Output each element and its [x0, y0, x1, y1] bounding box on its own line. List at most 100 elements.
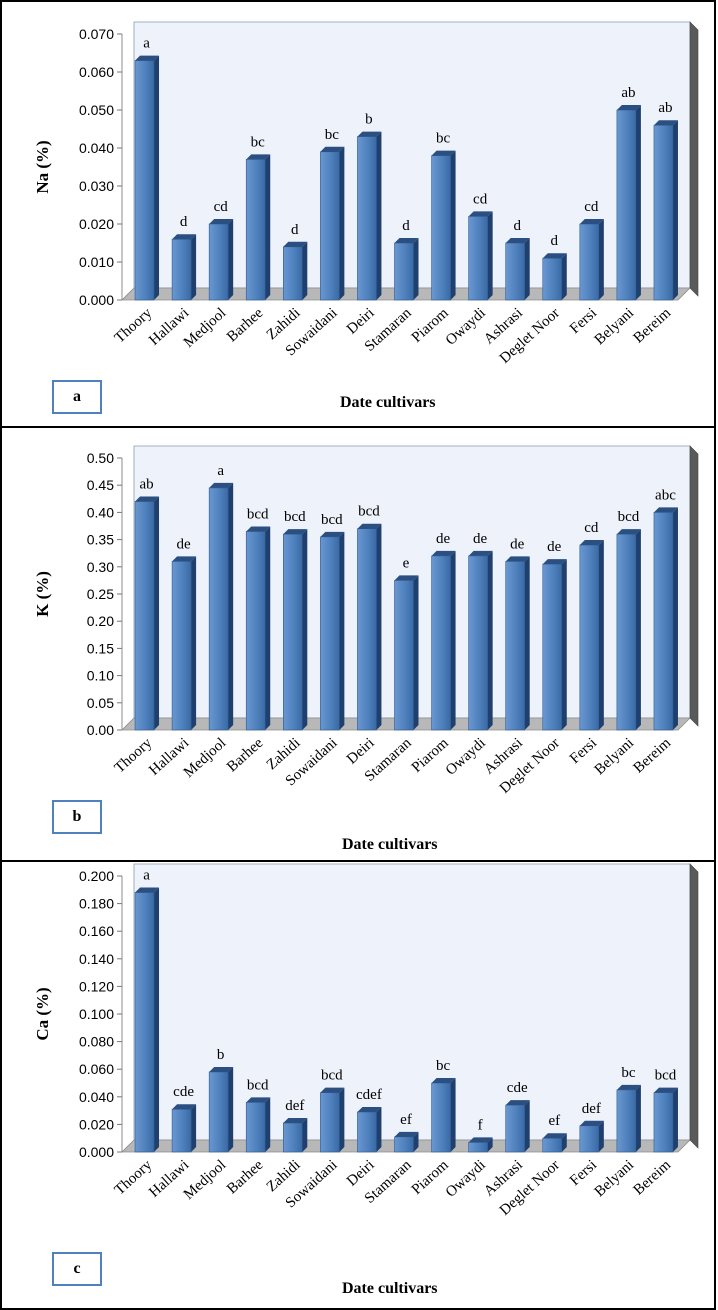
bar	[245, 526, 271, 731]
bar-top	[357, 1106, 382, 1112]
bar	[542, 1133, 567, 1153]
y-tick-label: 0.010	[79, 254, 114, 270]
panel-label-a: a	[52, 380, 102, 414]
bar-top	[653, 120, 678, 126]
significance-letter: bcd	[655, 1068, 677, 1084]
bar-side	[487, 1137, 493, 1152]
bar-front	[542, 1137, 563, 1153]
significance-letter: ab	[621, 85, 635, 101]
y-tick-label: 0.25	[87, 586, 114, 602]
y-tick-label: 0.040	[79, 140, 114, 156]
bar	[653, 1087, 678, 1153]
bar-front	[505, 561, 526, 731]
bar-front	[431, 1082, 451, 1153]
bar	[505, 238, 530, 301]
significance-letter: bcd	[358, 504, 380, 520]
y-tick-label: 0.00	[87, 722, 114, 738]
bar	[468, 1137, 493, 1153]
bar	[542, 253, 567, 301]
bar	[320, 531, 345, 731]
bar-front	[320, 151, 340, 301]
bar	[171, 234, 197, 301]
bar	[431, 150, 456, 301]
bar-side	[598, 219, 604, 300]
significance-letter: cd	[473, 191, 488, 207]
bar	[394, 238, 419, 301]
bar	[357, 523, 382, 731]
plot-side-wall	[689, 21, 699, 297]
chart-panel-ca: 0.000 0.020 0.040 0.060 0.080 0.100 0.120 0.140…	[0, 860, 716, 1310]
y-tick-label: 0.000	[79, 292, 114, 308]
bar-front	[208, 223, 229, 301]
bar	[394, 1131, 419, 1153]
category-label: Owaydi	[443, 305, 489, 349]
significance-letter: cd	[214, 199, 229, 215]
bar-front	[208, 487, 229, 731]
y-tick-label: 0.140	[79, 951, 114, 967]
bar	[282, 529, 308, 731]
bar-side	[154, 55, 160, 300]
y-tick-label: 0.30	[87, 559, 114, 575]
bar-front	[282, 1122, 303, 1153]
bar-front	[282, 246, 303, 301]
category-label: Barhee	[224, 1157, 267, 1198]
significance-letter: ef	[548, 1113, 560, 1129]
bar-top	[283, 241, 308, 247]
bar-front	[245, 159, 266, 301]
bar	[431, 550, 456, 731]
bar-top	[209, 1066, 234, 1072]
bar-top	[320, 146, 345, 152]
y-axis-title: Ca (%)	[33, 987, 52, 1040]
bar-side	[450, 1078, 456, 1152]
category-label: Medjool	[181, 1157, 229, 1203]
k-chart: 0.00 0.05 0.10 0.15 0.20 0.25 0.30 0.35 0.40 0.45…	[33, 445, 699, 797]
significance-letter: d	[402, 218, 410, 234]
category-label: Bereim	[631, 1157, 675, 1199]
significance-letter: bcd	[321, 1068, 343, 1084]
significance-letter: ab	[658, 100, 672, 116]
bar-top	[579, 540, 604, 546]
significance-letter: a	[143, 36, 150, 52]
significance-letter: ef	[400, 1112, 412, 1128]
y-tick-label: 0.100	[79, 1006, 114, 1022]
significance-letter: def	[582, 1101, 601, 1117]
y-tick-label: 0.020	[79, 216, 114, 232]
bar	[320, 1087, 345, 1153]
bar-top	[246, 1097, 271, 1103]
bar-top	[542, 253, 567, 259]
bar-side	[561, 1133, 567, 1152]
bar	[505, 556, 530, 731]
y-tick-label: 0.080	[79, 1034, 114, 1050]
bar	[616, 529, 641, 731]
bar-top	[542, 559, 567, 565]
bar-side	[598, 1120, 604, 1152]
bar-side	[672, 1087, 678, 1152]
bar	[320, 146, 345, 301]
category-label: Medjool	[181, 735, 229, 781]
significance-letter: cd	[584, 520, 599, 536]
bar	[282, 1118, 308, 1153]
bar-top	[135, 55, 160, 61]
bar-front	[282, 533, 303, 731]
bar	[394, 575, 419, 731]
bar	[134, 496, 160, 731]
bar-side	[339, 531, 345, 730]
bar-front	[468, 555, 488, 731]
y-tick-label: 0.45	[87, 477, 114, 493]
significance-letter: a	[143, 868, 150, 884]
bar-front	[208, 1071, 229, 1153]
bar-front	[320, 1092, 340, 1153]
bar-front	[653, 1092, 674, 1153]
bar-side	[154, 496, 160, 730]
y-tick-label: 0.070	[79, 26, 114, 42]
bar-side	[191, 1104, 197, 1152]
bar-front	[394, 242, 414, 301]
bar-top	[357, 523, 382, 529]
bar-side	[413, 238, 419, 300]
bar-front	[171, 1108, 192, 1153]
bar-side	[339, 1087, 345, 1152]
bar	[357, 1106, 382, 1153]
significance-letter: ab	[139, 477, 153, 493]
bar-side	[302, 241, 308, 300]
significance-letter: cde	[507, 1080, 528, 1096]
